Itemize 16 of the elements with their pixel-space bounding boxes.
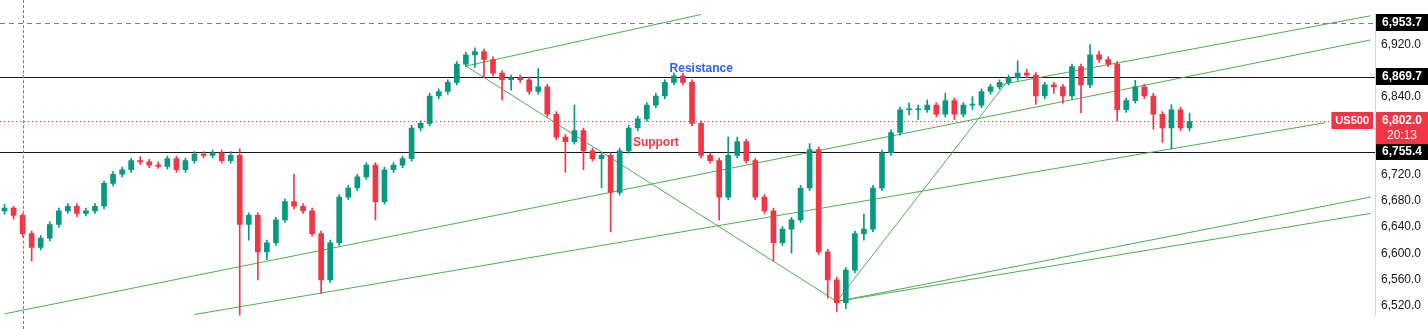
y-tick-label: 6,640.0 [1381, 219, 1422, 234]
annotation: US500 [1335, 114, 1369, 127]
y-tick-label: 6,680.0 [1381, 193, 1422, 208]
y-tick-label: 6,600.0 [1381, 245, 1422, 260]
y-tick-label: 6,720.0 [1381, 167, 1422, 182]
text: 20:13 [1386, 128, 1418, 143]
y-tick-label: 6,520.0 [1381, 297, 1422, 312]
y-tick-label: 6,840.0 [1381, 88, 1422, 103]
annotation: Resistance [669, 60, 734, 75]
ref-line-label: 6,802.0 [1381, 113, 1423, 128]
y-tick-label: 6,560.0 [1381, 271, 1422, 286]
ref-line-label: 6,953.7 [1381, 15, 1423, 30]
annotation: Support [632, 135, 679, 150]
y-tick-label: 6,920.0 [1381, 36, 1422, 51]
ref-line-label: 6,869.7 [1381, 69, 1423, 84]
ref-line-label: 6,755.4 [1381, 144, 1423, 159]
